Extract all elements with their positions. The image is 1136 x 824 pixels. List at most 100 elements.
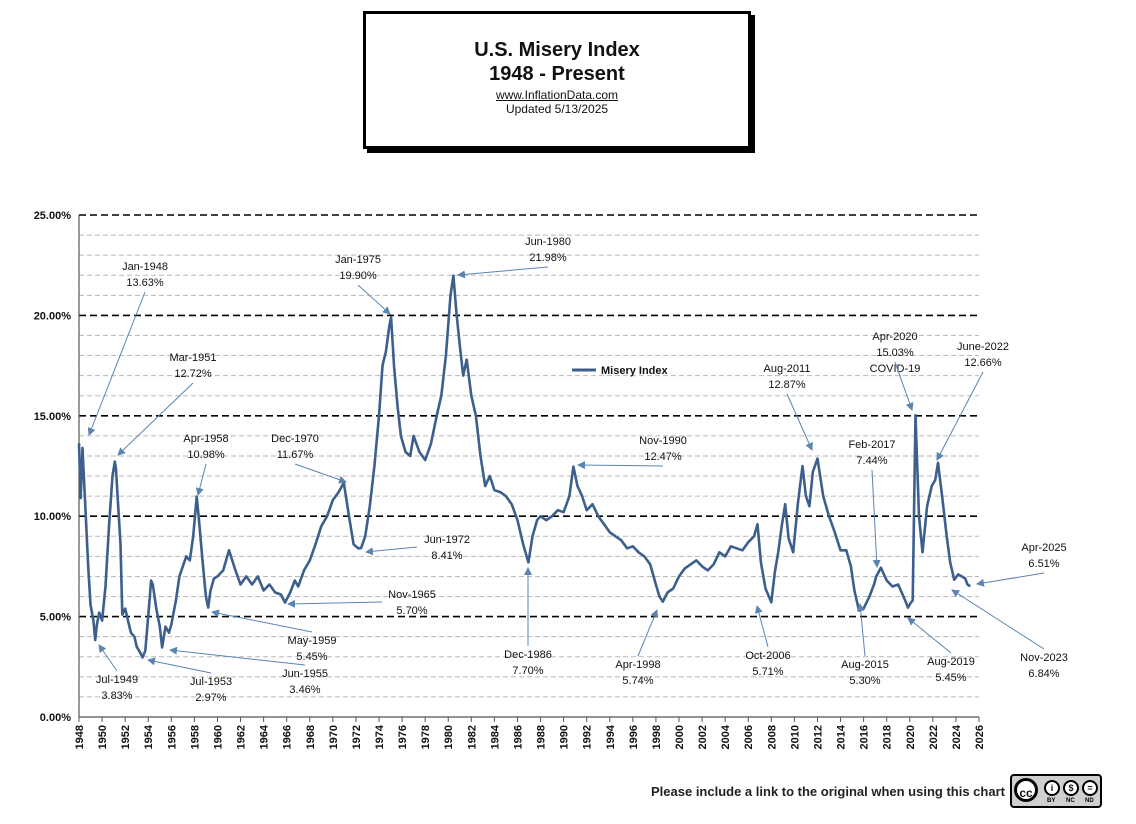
- annotation-arrow: [117, 382, 194, 456]
- x-tick-label: 2008: [766, 725, 778, 749]
- annotation-arrow: [147, 657, 212, 674]
- x-tick-label: 2016: [859, 725, 871, 749]
- x-tick-label: 1978: [420, 725, 432, 749]
- annotation-date: Jun-1972: [424, 534, 470, 546]
- annotation-arrow: [211, 609, 313, 633]
- annotation-value: 21.98%: [529, 252, 567, 264]
- x-tick-label: 1986: [512, 725, 524, 749]
- annotation-arrow: [894, 361, 914, 411]
- x-tick-label: 1950: [97, 725, 109, 749]
- annotation-value: 5.74%: [622, 675, 653, 687]
- annotation-date: Mar-1951: [169, 352, 216, 364]
- annotation-arrow: [365, 546, 418, 556]
- updated-date: Updated 5/13/2025: [505, 102, 609, 116]
- annotation-value: 5.45%: [296, 651, 327, 663]
- annotation-value: 12.72%: [174, 368, 212, 380]
- annotation-date: Jul-1949: [96, 674, 138, 686]
- annotation-arrow: [856, 603, 866, 657]
- chart-title-box: U.S. Misery Index 1948 - Present www.Inf…: [363, 11, 751, 149]
- x-tick-label: 1992: [582, 725, 594, 749]
- annotation-arrow: [287, 599, 383, 608]
- annotation-value: 5.70%: [396, 605, 427, 617]
- by-person-icon: i: [1044, 780, 1060, 796]
- x-tick-label: 2000: [674, 725, 686, 749]
- annotation-value: 7.70%: [512, 665, 543, 677]
- annotation-value: 5.71%: [752, 666, 783, 678]
- annotation-date: Aug-2011: [764, 363, 811, 375]
- annotation-arrow: [195, 463, 207, 496]
- website-link[interactable]: www.InflationData.com: [495, 88, 619, 102]
- annotation-value: 12.47%: [644, 451, 682, 463]
- x-tick-label: 1958: [189, 725, 201, 749]
- annotation-value: 15.03%: [876, 347, 914, 359]
- nd-equals-icon: =: [1082, 780, 1098, 796]
- x-tick-label: 1994: [605, 724, 617, 749]
- x-tick-label: 1998: [651, 725, 663, 749]
- x-tick-label: 1954: [143, 724, 155, 749]
- chart-subtitle: 1948 - Present: [489, 63, 625, 85]
- license-by-label: BY: [1047, 798, 1056, 804]
- annotation-arrow: [357, 284, 391, 315]
- annotation-value: 11.67%: [277, 449, 314, 461]
- x-tick-label: 1996: [628, 725, 640, 749]
- annotation-value: 6.84%: [1028, 668, 1059, 680]
- x-tick-label: 1984: [489, 724, 501, 749]
- annotation-arrow: [871, 469, 881, 568]
- misery-index-series-line: [77, 274, 972, 659]
- x-tick-label: 1982: [466, 725, 478, 749]
- annotation-value: 19.90%: [339, 270, 377, 282]
- annotation-date: Aug-2019: [927, 656, 975, 668]
- annotation-date: Oct-2006: [745, 650, 790, 662]
- y-tick-label: 20.00%: [34, 310, 72, 322]
- x-tick-label: 2006: [743, 725, 755, 749]
- x-tick-label: 2024: [951, 724, 963, 749]
- creative-commons-icon[interactable]: cc i $ = BY NC ND: [1010, 774, 1102, 808]
- annotation-date: Nov-1965: [388, 589, 436, 601]
- x-tick-label: 1980: [443, 725, 455, 749]
- annotation-date: June-2022: [957, 341, 1009, 353]
- x-tick-label: 2020: [905, 725, 917, 749]
- annotation-date: Apr-1958: [183, 433, 228, 445]
- x-tick-label: 1968: [305, 725, 317, 749]
- x-tick-label: 2010: [789, 725, 801, 749]
- annotation-date: May-1959: [288, 635, 337, 647]
- annotation-value: 12.66%: [964, 357, 1002, 369]
- x-tick-label: 1960: [212, 725, 224, 749]
- annotation-arrow: [457, 266, 549, 279]
- x-tick-label: 2018: [882, 725, 894, 749]
- x-tick-label: 1962: [236, 725, 248, 749]
- x-tick-label: 2004: [720, 724, 732, 749]
- annotation-arrow: [637, 609, 659, 657]
- annotation-value: 8.41%: [431, 550, 462, 562]
- annotation-arrow: [87, 291, 146, 436]
- x-tick-label: 1964: [259, 724, 271, 749]
- annotation-date: Jun-1955: [282, 668, 328, 680]
- y-tick-label: 25.00%: [34, 210, 72, 222]
- license-nd-label: ND: [1085, 798, 1094, 804]
- x-tick-label: 2026: [974, 725, 986, 749]
- annotation-arrow: [976, 572, 1045, 587]
- x-tick-label: 1970: [328, 725, 340, 749]
- annotation-value: 3.83%: [101, 690, 132, 702]
- chart-title: U.S. Misery Index: [474, 39, 640, 61]
- y-tick-label: 10.00%: [34, 511, 72, 523]
- x-tick-label: 1966: [282, 725, 294, 749]
- annotation-date: Apr-1998: [615, 659, 660, 671]
- y-tick-label: 0.00%: [40, 712, 71, 724]
- annotation-value: 10.98%: [187, 449, 225, 461]
- x-tick-label: 1988: [536, 725, 548, 749]
- annotation-note: COVID-19: [870, 363, 921, 375]
- annotation-arrow: [907, 617, 952, 654]
- footer-note: Please include a link to the original wh…: [651, 784, 1005, 799]
- annotation-arrow: [577, 461, 664, 470]
- legend-label: Misery Index: [601, 365, 669, 377]
- x-tick-label: 2014: [836, 724, 848, 749]
- annotation-date: Jan-1975: [335, 254, 381, 266]
- annotation-date: Dec-1986: [504, 649, 552, 661]
- y-tick-label: 15.00%: [34, 411, 72, 423]
- annotation-value: 6.51%: [1028, 558, 1059, 570]
- nc-dollar-icon: $: [1063, 780, 1079, 796]
- annotation-value: 7.44%: [856, 455, 887, 467]
- x-tick-label: 1976: [397, 725, 409, 749]
